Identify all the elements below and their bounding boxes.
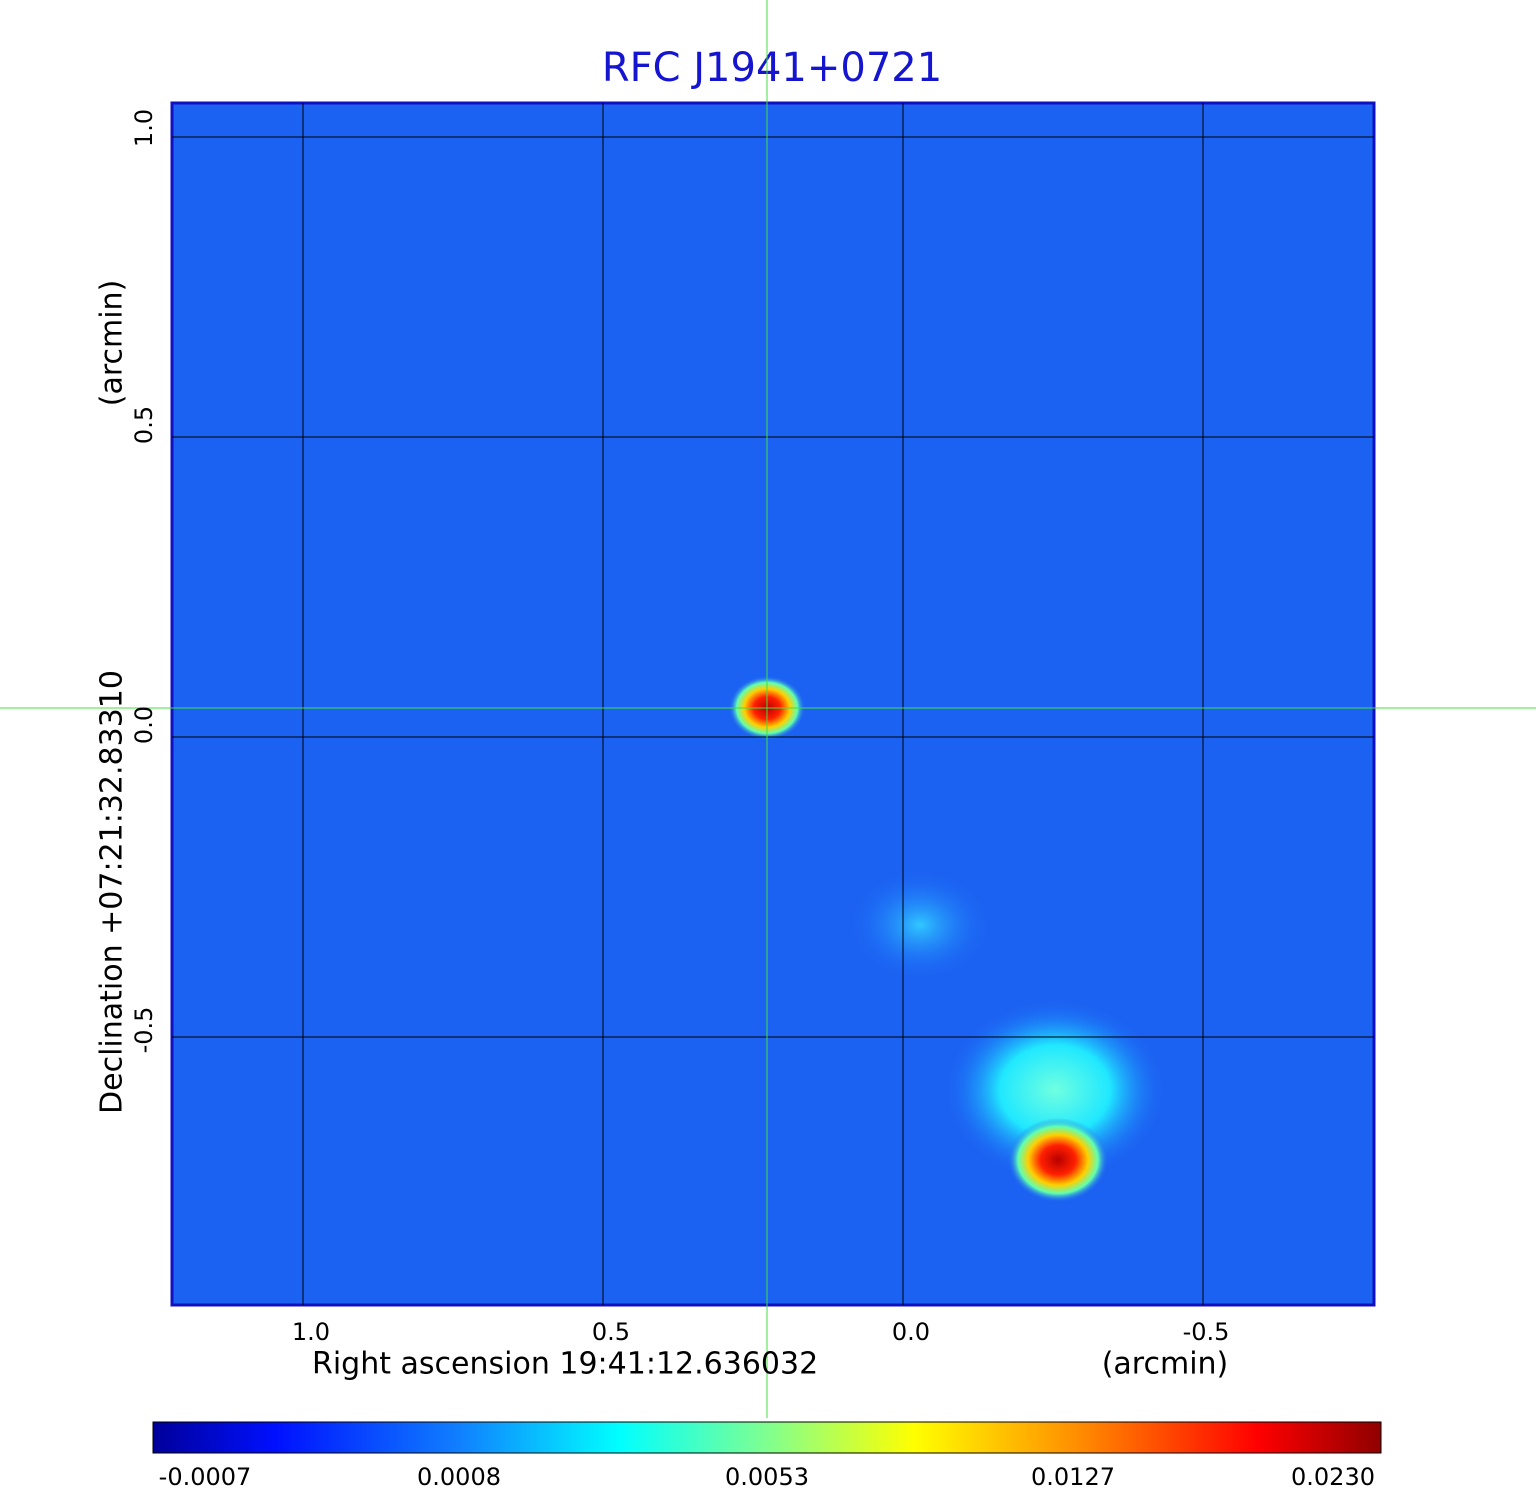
x-tick-label: 0.0 [892, 1318, 930, 1346]
colorbar-tick-label: 0.0230 [1291, 1463, 1375, 1491]
colorbar-tick-label: 0.0008 [417, 1463, 501, 1491]
y-ticks: 1.0 0.5 0.0 -0.5 [130, 109, 158, 1054]
x-axis-label: Right ascension 19:41:12.636032 [312, 1347, 818, 1382]
faint-emission [850, 870, 990, 980]
x-axis-unit: (arcmin) [1102, 1347, 1229, 1382]
title: RFC J1941+0721 [602, 45, 942, 91]
y-tick-label: 1.0 [130, 109, 158, 147]
y-tick-label: 0.0 [130, 706, 158, 744]
y-axis-label: Declination +07:21:32.83310 [95, 670, 130, 1114]
x-tick-label: 0.5 [592, 1318, 630, 1346]
x-tick-label: 1.0 [292, 1318, 330, 1346]
x-ticks: 1.0 0.5 0.0 -0.5 [292, 1318, 1230, 1346]
colorbar-tick-label: 0.0127 [1031, 1463, 1115, 1491]
source [1008, 1118, 1108, 1202]
colorbar-tick-label: 0.0053 [725, 1463, 809, 1491]
y-axis-unit: (arcmin) [95, 280, 130, 407]
colorbar-ticks: -0.0007 0.0008 0.0053 0.0127 0.0230 [159, 1463, 1375, 1491]
extended-emission [945, 1000, 1165, 1180]
colorbar-tick-label: -0.0007 [159, 1463, 252, 1491]
x-tick-label: -0.5 [1183, 1318, 1230, 1346]
grid [172, 103, 1374, 1305]
y-tick-label: -0.5 [130, 1007, 158, 1054]
colorbar [152, 1421, 1382, 1454]
y-tick-label: 0.5 [130, 406, 158, 444]
